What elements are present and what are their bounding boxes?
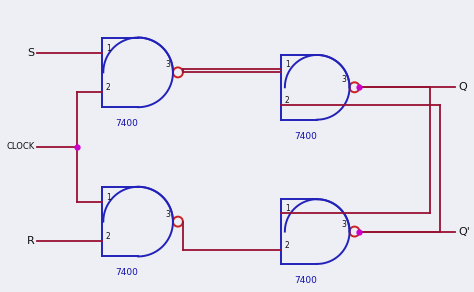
Text: 3: 3 [342,220,346,229]
Text: 7400: 7400 [115,119,138,128]
Text: 1: 1 [285,60,290,69]
Text: 1: 1 [106,44,110,53]
Text: 2: 2 [106,232,110,241]
Text: Q: Q [458,82,467,92]
Text: 2: 2 [106,83,110,92]
Text: 2: 2 [285,241,290,250]
Text: S: S [27,48,34,58]
Text: 7400: 7400 [294,132,317,140]
Text: 3: 3 [165,60,170,69]
Text: 3: 3 [165,210,170,219]
Text: 7400: 7400 [294,276,317,285]
Text: 1: 1 [106,193,110,202]
Text: Q': Q' [458,227,470,237]
Text: CLOCK: CLOCK [6,142,34,152]
Text: 7400: 7400 [115,268,138,277]
Text: 3: 3 [342,75,346,84]
Text: 2: 2 [285,96,290,105]
Text: 1: 1 [285,204,290,213]
Text: R: R [27,236,34,246]
